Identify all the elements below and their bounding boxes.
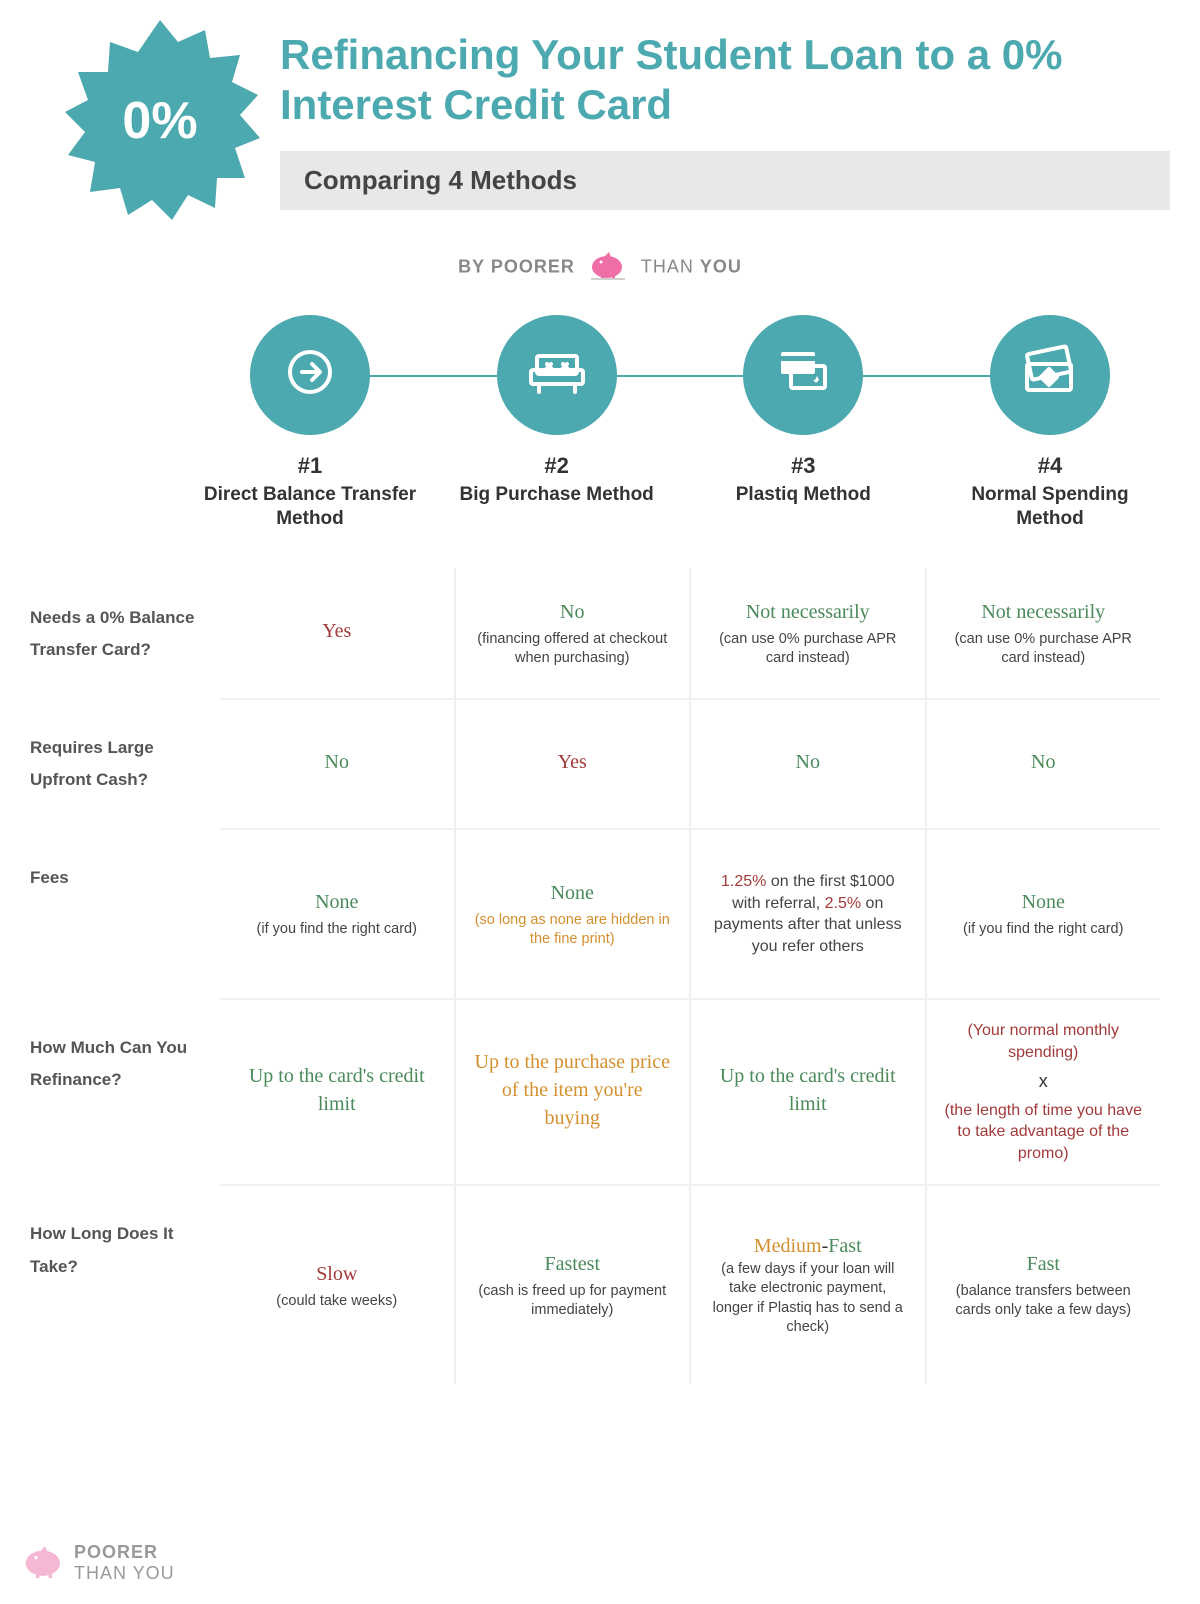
table-row: How Much Can You Refinance? Up to the car… — [20, 998, 1160, 1184]
cell-main: No — [945, 748, 1143, 776]
cell-sub: (balance transfers between cards only ta… — [945, 1282, 1143, 1321]
piggy-icon — [20, 1543, 68, 1584]
subtitle: Comparing 4 Methods — [280, 151, 1170, 210]
arrow-icon — [280, 342, 340, 407]
byline-prefix: BY — [458, 256, 485, 276]
table-cell: Yes — [220, 568, 454, 698]
byline-brand-2: THAN — [641, 256, 694, 276]
table-cell: No — [689, 698, 925, 828]
cell-main: Yes — [238, 617, 436, 645]
method-number: #4 — [940, 453, 1160, 479]
cell-main: Fastest — [474, 1250, 672, 1278]
cell-html: 1.25% on the first $1000 with referral, … — [709, 871, 907, 957]
starburst-badge: 0% — [60, 20, 260, 220]
table-cell: Fastest (cash is freed up for payment imm… — [454, 1184, 690, 1384]
table-row: Requires Large Upfront Cash? No Yes No No — [20, 698, 1160, 828]
cell-html: Medium-Fast — [709, 1233, 907, 1260]
header: 0% Refinancing Your Student Loan to a 0%… — [0, 0, 1200, 285]
cell-main: None — [945, 888, 1143, 916]
method-icon-circle — [497, 315, 617, 435]
table-cell: (Your normal monthly spending)x(the leng… — [925, 998, 1161, 1184]
cell-main: Not necessarily — [709, 598, 907, 626]
byline: BY POORER THAN YOU — [40, 250, 1160, 285]
cell-sub: (if you find the right card) — [945, 920, 1143, 940]
page-title: Refinancing Your Student Loan to a 0% In… — [280, 30, 1160, 131]
cell-main: Slow — [238, 1260, 436, 1288]
cell-main: Up to the card's credit limit — [238, 1062, 436, 1118]
table-cell: Yes — [454, 698, 690, 828]
cell-main: Up to the card's credit limit — [709, 1062, 907, 1118]
couch-icon — [525, 342, 589, 407]
method-number: #2 — [447, 453, 667, 479]
method-number: #1 — [200, 453, 420, 479]
methods-row: #1 Direct Balance Transfer Method #2 Big… — [200, 315, 1160, 532]
bill-icon — [1017, 342, 1083, 407]
table-cell: None (if you find the right card) — [925, 828, 1161, 998]
table-cell: None (if you find the right card) — [220, 828, 454, 998]
row-label: How Much Can You Refinance? — [20, 998, 220, 1184]
table-cell: Medium-Fast(a few days if your loan will… — [689, 1184, 925, 1384]
byline-brand-1: POORER — [491, 256, 575, 276]
method-3: #3 Plastiq Method — [693, 315, 913, 508]
comparison-table: Needs a 0% Balance Transfer Card? Yes No (f… — [20, 568, 1160, 1384]
method-name: Big Purchase Method — [447, 483, 667, 508]
cell-main: Not necessarily — [945, 598, 1143, 626]
table-cell: No — [220, 698, 454, 828]
table-cell: None (so long as none are hidden in the f… — [454, 828, 690, 998]
cell-sub: (cash is freed up for payment immediatel… — [474, 1282, 672, 1321]
cell-sub: (financing offered at checkout when purc… — [474, 630, 672, 669]
table-cell: No (financing offered at checkout when pu… — [454, 568, 690, 698]
method-4: #4 Normal Spending Method — [940, 315, 1160, 532]
byline-brand-3: YOU — [700, 256, 742, 276]
cell-main: Up to the purchase price of the item you… — [474, 1048, 672, 1132]
method-name: Plastiq Method — [693, 483, 913, 508]
footer-logo: POORER THAN YOU — [20, 1542, 175, 1584]
cell-main: None — [474, 879, 672, 907]
cell-html: (Your normal monthly spending)x(the leng… — [945, 1020, 1143, 1164]
cell-main: None — [238, 888, 436, 916]
cell-sub: (can use 0% purchase APR card instead) — [709, 630, 907, 669]
table-cell: Not necessarily (can use 0% purchase APR … — [925, 568, 1161, 698]
row-label: Fees — [20, 828, 220, 998]
cell-sub: (so long as none are hidden in the fine … — [474, 911, 672, 950]
table-cell: Not necessarily (can use 0% purchase APR … — [689, 568, 925, 698]
table-cell: Up to the card's credit limit — [220, 998, 454, 1184]
table-cell: No — [925, 698, 1161, 828]
cell-sub: (a few days if your loan will take elect… — [709, 1260, 907, 1338]
table-cell: Up to the card's credit limit — [689, 998, 925, 1184]
cell-main: No — [709, 748, 907, 776]
cell-main: Fast — [945, 1250, 1143, 1278]
method-1: #1 Direct Balance Transfer Method — [200, 315, 420, 532]
method-number: #3 — [693, 453, 913, 479]
table-cell: Up to the purchase price of the item you… — [454, 998, 690, 1184]
row-label: Needs a 0% Balance Transfer Card? — [20, 568, 220, 698]
method-icon-circle — [250, 315, 370, 435]
cell-main: No — [474, 598, 672, 626]
starburst-text: 0% — [122, 92, 197, 150]
cell-main: No — [238, 748, 436, 776]
cards-icon — [771, 342, 835, 407]
row-label: Requires Large Upfront Cash? — [20, 698, 220, 828]
method-icon-circle — [743, 315, 863, 435]
piggy-icon — [587, 250, 629, 285]
cell-sub: (can use 0% purchase APR card instead) — [945, 630, 1143, 669]
table-row: Needs a 0% Balance Transfer Card? Yes No (f… — [20, 568, 1160, 698]
starburst-icon: 0% — [60, 20, 260, 220]
table-row: FeesNone(if you find the right card)None… — [20, 828, 1160, 998]
table-row: How Long Does It Take? Slow (could take we… — [20, 1184, 1160, 1384]
cell-sub: (if you find the right card) — [238, 920, 436, 940]
row-label: How Long Does It Take? — [20, 1184, 220, 1384]
method-icon-circle — [990, 315, 1110, 435]
method-name: Normal Spending Method — [940, 483, 1160, 532]
table-cell: Slow (could take weeks) — [220, 1184, 454, 1384]
footer-brand-2: THAN YOU — [74, 1563, 175, 1584]
table-cell: Fast (balance transfers between cards onl… — [925, 1184, 1161, 1384]
cell-main: Yes — [474, 748, 672, 776]
method-name: Direct Balance Transfer Method — [200, 483, 420, 532]
method-2: #2 Big Purchase Method — [447, 315, 667, 508]
table-cell: 1.25% on the first $1000 with referral, … — [689, 828, 925, 998]
footer-brand-1: POORER — [74, 1542, 158, 1562]
cell-sub: (could take weeks) — [238, 1292, 436, 1312]
